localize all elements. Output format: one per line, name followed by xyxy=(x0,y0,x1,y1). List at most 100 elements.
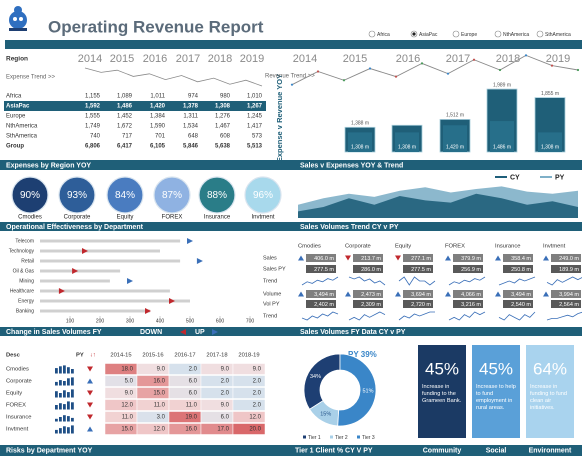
kpi-label: 84% xyxy=(115,190,135,201)
expense-bar xyxy=(443,125,467,152)
py-bar xyxy=(59,393,62,398)
table-cell: 9.0 xyxy=(157,367,166,373)
row-label: Insurance xyxy=(6,415,31,421)
row-label: FOREX xyxy=(6,403,26,409)
value-label: 3,994 m xyxy=(559,292,579,298)
table-cell: 2.0 xyxy=(221,379,230,385)
expense-bar xyxy=(395,132,419,152)
sparkline xyxy=(546,311,582,321)
table-cell: 1,534 xyxy=(183,124,199,130)
up-marker xyxy=(212,329,218,335)
row-label: Africa xyxy=(6,94,22,100)
value-label: 3,694 m xyxy=(411,292,431,298)
actual-bar xyxy=(40,279,110,283)
direction-arrow xyxy=(87,366,93,372)
legend-label: UP xyxy=(195,329,205,336)
py-bar xyxy=(59,403,62,410)
row-label: Cmodies xyxy=(6,367,29,373)
bar-label: 1,486 m xyxy=(493,144,511,150)
trend-point xyxy=(342,79,346,82)
py-bar xyxy=(55,405,58,410)
value-label: 2,540 m xyxy=(511,302,531,308)
card-value: 45% xyxy=(479,359,513,378)
year-label: 2016 xyxy=(143,53,167,65)
target-marker xyxy=(58,288,65,294)
value-box xyxy=(453,265,483,273)
table-cell: 11.0 xyxy=(154,403,166,409)
logo xyxy=(9,6,27,31)
column-header: 2016-17 xyxy=(174,353,195,359)
value-label: 379.9 m xyxy=(461,256,481,262)
py-bar xyxy=(71,417,74,422)
value-box xyxy=(403,254,433,262)
kpi-circle xyxy=(58,176,96,214)
legend-label: PY xyxy=(555,174,565,181)
py-bar xyxy=(63,404,66,410)
legend-swatch xyxy=(357,435,360,439)
py-bar xyxy=(55,429,58,434)
table-cell: 717 xyxy=(122,134,133,140)
department-label: Banking xyxy=(16,308,34,314)
kpi-label: 93% xyxy=(67,190,87,201)
kpi-name: Cmodies xyxy=(18,215,42,221)
table-cell: 980 xyxy=(220,94,231,100)
radio-button[interactable] xyxy=(368,30,376,38)
py-bar xyxy=(67,427,70,434)
actual-bar xyxy=(40,269,121,273)
table-cell: 5.0 xyxy=(125,379,134,385)
table-cell: 17.0 xyxy=(217,427,229,433)
value-label: 250.8 m xyxy=(511,267,531,273)
sparkline xyxy=(348,276,386,286)
value-box xyxy=(551,300,581,308)
year-label: 2017 xyxy=(176,53,200,65)
expense-bar xyxy=(490,121,514,152)
bar-label: 1,308 m xyxy=(351,144,369,150)
table-cell: 1,267 xyxy=(247,104,263,110)
row-label: Equity xyxy=(6,391,22,397)
trend-arrow xyxy=(495,291,501,297)
value-label: 2,720 m xyxy=(411,302,431,308)
table-cell: 1,011 xyxy=(150,94,165,100)
radio-button[interactable] xyxy=(494,30,502,38)
value-box xyxy=(353,300,383,308)
heat-cell xyxy=(232,387,266,399)
legend-swatch xyxy=(330,435,333,439)
donut-slice xyxy=(337,353,377,427)
value-label: 249.0 m xyxy=(559,256,579,262)
department-label: Energy xyxy=(18,298,34,304)
radio-button[interactable] xyxy=(536,30,544,38)
table-cell: 11.0 xyxy=(186,403,198,409)
card xyxy=(418,345,466,438)
table-cell: 9.0 xyxy=(253,367,262,373)
legend-label: Tier 1 xyxy=(308,435,321,441)
table-cell: 2.0 xyxy=(253,391,262,397)
radio-button[interactable] xyxy=(452,30,460,38)
table-cell: 740 xyxy=(90,134,101,140)
py-bar xyxy=(55,381,58,386)
table-cell: 9.0 xyxy=(125,391,134,397)
value-box xyxy=(306,300,336,308)
target-marker xyxy=(127,278,133,284)
trend-arrow xyxy=(445,291,451,297)
x-tick-label: 300 xyxy=(126,318,135,324)
py-bar xyxy=(67,392,70,398)
value-box xyxy=(403,300,433,308)
py-bar xyxy=(59,380,62,386)
table-cell: 1,245 xyxy=(247,114,263,120)
radio-label: SthAmerica xyxy=(545,32,571,38)
table-cell: 1,420 xyxy=(150,104,166,110)
card-value: 45% xyxy=(425,359,459,378)
py-bar xyxy=(63,381,66,386)
table-cell: 6.0 xyxy=(189,391,198,397)
actual-bar xyxy=(40,309,151,313)
value-box xyxy=(403,290,433,298)
heat-cell xyxy=(232,375,266,387)
value-box xyxy=(503,300,533,308)
value-label: 3,494 m xyxy=(314,292,334,298)
table-cell: 6,806 xyxy=(85,144,101,150)
card-text-box: Increase to help to fund employment in r… xyxy=(476,384,516,411)
value-label: 2,564 m xyxy=(559,302,579,308)
row-label: Trend xyxy=(263,278,277,284)
kpi-name: Corporate xyxy=(64,215,91,221)
